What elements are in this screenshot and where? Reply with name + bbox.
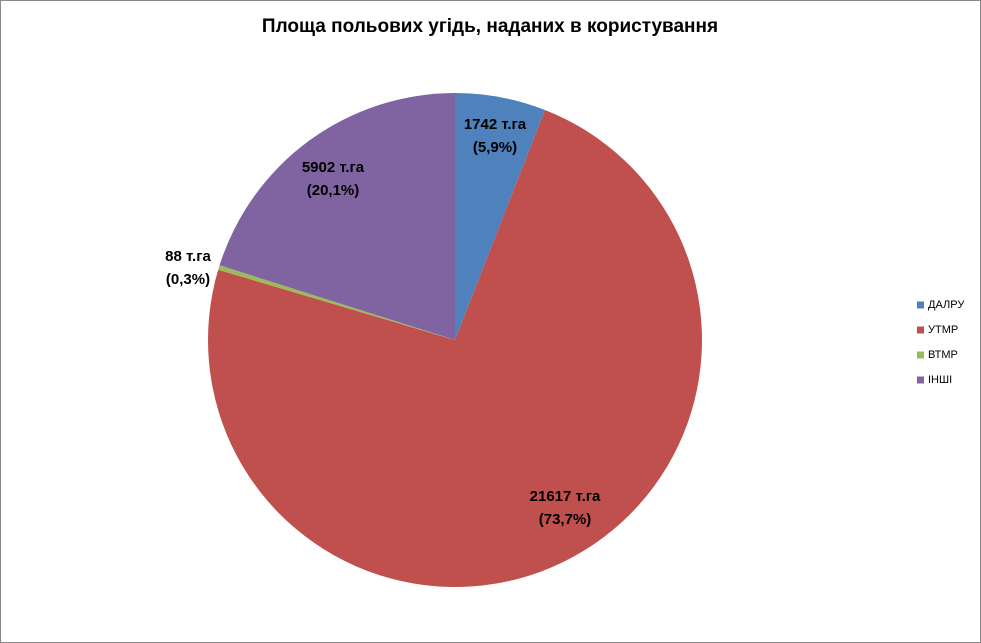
data-label-percent: (20,1%) xyxy=(307,182,360,199)
data-label-percent: (73,7%) xyxy=(539,511,592,528)
data-label-percent: (0,3%) xyxy=(166,271,210,288)
data-label: 21617 т.га xyxy=(530,488,601,505)
legend-swatch xyxy=(917,351,924,359)
legend-swatch xyxy=(917,376,924,384)
pie-slice xyxy=(455,93,545,340)
pie-slice xyxy=(218,265,455,340)
data-label: 88 т.га xyxy=(165,248,211,265)
data-label: 1742 т.га xyxy=(464,116,527,133)
legend-swatch xyxy=(917,301,924,309)
data-label: 5902 т.га xyxy=(302,159,365,176)
legend-label: ІНШІ xyxy=(928,374,952,386)
legend-label: ВТМР xyxy=(928,349,958,361)
legend-label: УТМР xyxy=(928,324,958,336)
legend-label: ДАЛРУ xyxy=(928,299,965,311)
legend-swatch xyxy=(917,326,924,334)
pie-slice xyxy=(207,109,702,588)
pie-slice xyxy=(219,93,455,340)
chart-title: Площа польових угідь, наданих в користув… xyxy=(262,16,718,37)
data-label-percent: (5,9%) xyxy=(473,139,517,156)
